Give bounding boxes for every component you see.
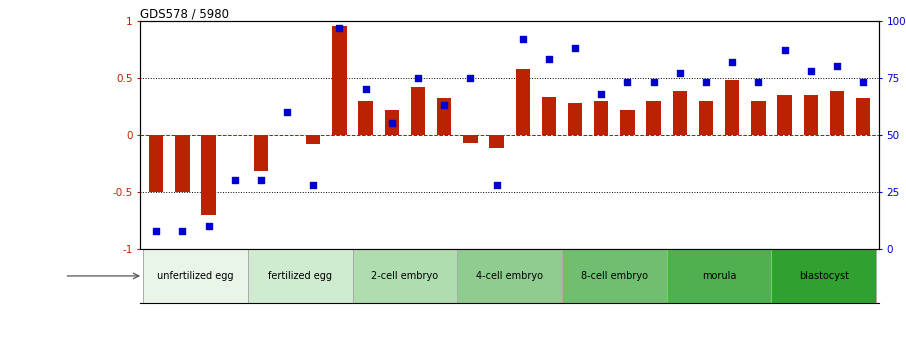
Bar [149,135,163,192]
Point [333,25,347,30]
Point [804,68,818,74]
Bar [830,91,844,135]
Point [384,121,399,126]
Point [227,178,242,183]
Bar [143,249,247,303]
Bar [856,98,871,135]
Bar [247,249,352,303]
Bar [562,249,667,303]
Text: 4-cell embryo: 4-cell embryo [477,271,543,281]
Bar [647,101,660,135]
Bar [175,135,189,192]
Point [254,178,268,183]
Bar [352,249,458,303]
Point [410,75,425,80]
Point [463,75,477,80]
Point [621,80,635,85]
Bar [751,101,766,135]
Bar [410,87,425,135]
Point [149,228,163,234]
Bar [542,97,556,135]
Bar [804,95,818,135]
Bar [772,249,876,303]
Point [856,80,871,85]
Text: 8-cell embryo: 8-cell embryo [581,271,648,281]
Bar [458,249,562,303]
Bar [594,101,609,135]
Point [646,80,660,85]
Point [201,223,216,229]
Point [777,48,792,53]
Bar [333,27,347,135]
Text: morula: morula [702,271,737,281]
Point [306,182,321,188]
Bar [254,135,268,171]
Point [280,109,294,115]
Bar [667,249,772,303]
Text: unfertilized egg: unfertilized egg [157,271,234,281]
Point [830,63,844,69]
Point [568,45,583,51]
Bar [359,101,372,135]
Bar [699,101,713,135]
Point [699,80,713,85]
Point [672,70,687,76]
Bar [306,135,321,144]
Bar [489,135,504,148]
Point [725,59,739,65]
Point [175,228,189,234]
Bar [463,135,477,143]
Point [489,182,504,188]
Text: fertilized egg: fertilized egg [268,271,333,281]
Point [359,86,373,92]
Bar [621,110,635,135]
Point [594,91,609,97]
Bar [725,80,739,135]
Bar [437,98,451,135]
Bar [384,110,399,135]
Point [437,102,451,108]
Bar [516,69,530,135]
Text: 2-cell embryo: 2-cell embryo [371,271,439,281]
Bar [777,95,792,135]
Point [751,80,766,85]
Bar [672,91,687,135]
Point [516,36,530,42]
Text: GDS578 / 5980: GDS578 / 5980 [140,8,229,21]
Bar [568,103,583,135]
Point [542,57,556,62]
Text: blastocyst: blastocyst [799,271,849,281]
Bar [201,135,216,215]
